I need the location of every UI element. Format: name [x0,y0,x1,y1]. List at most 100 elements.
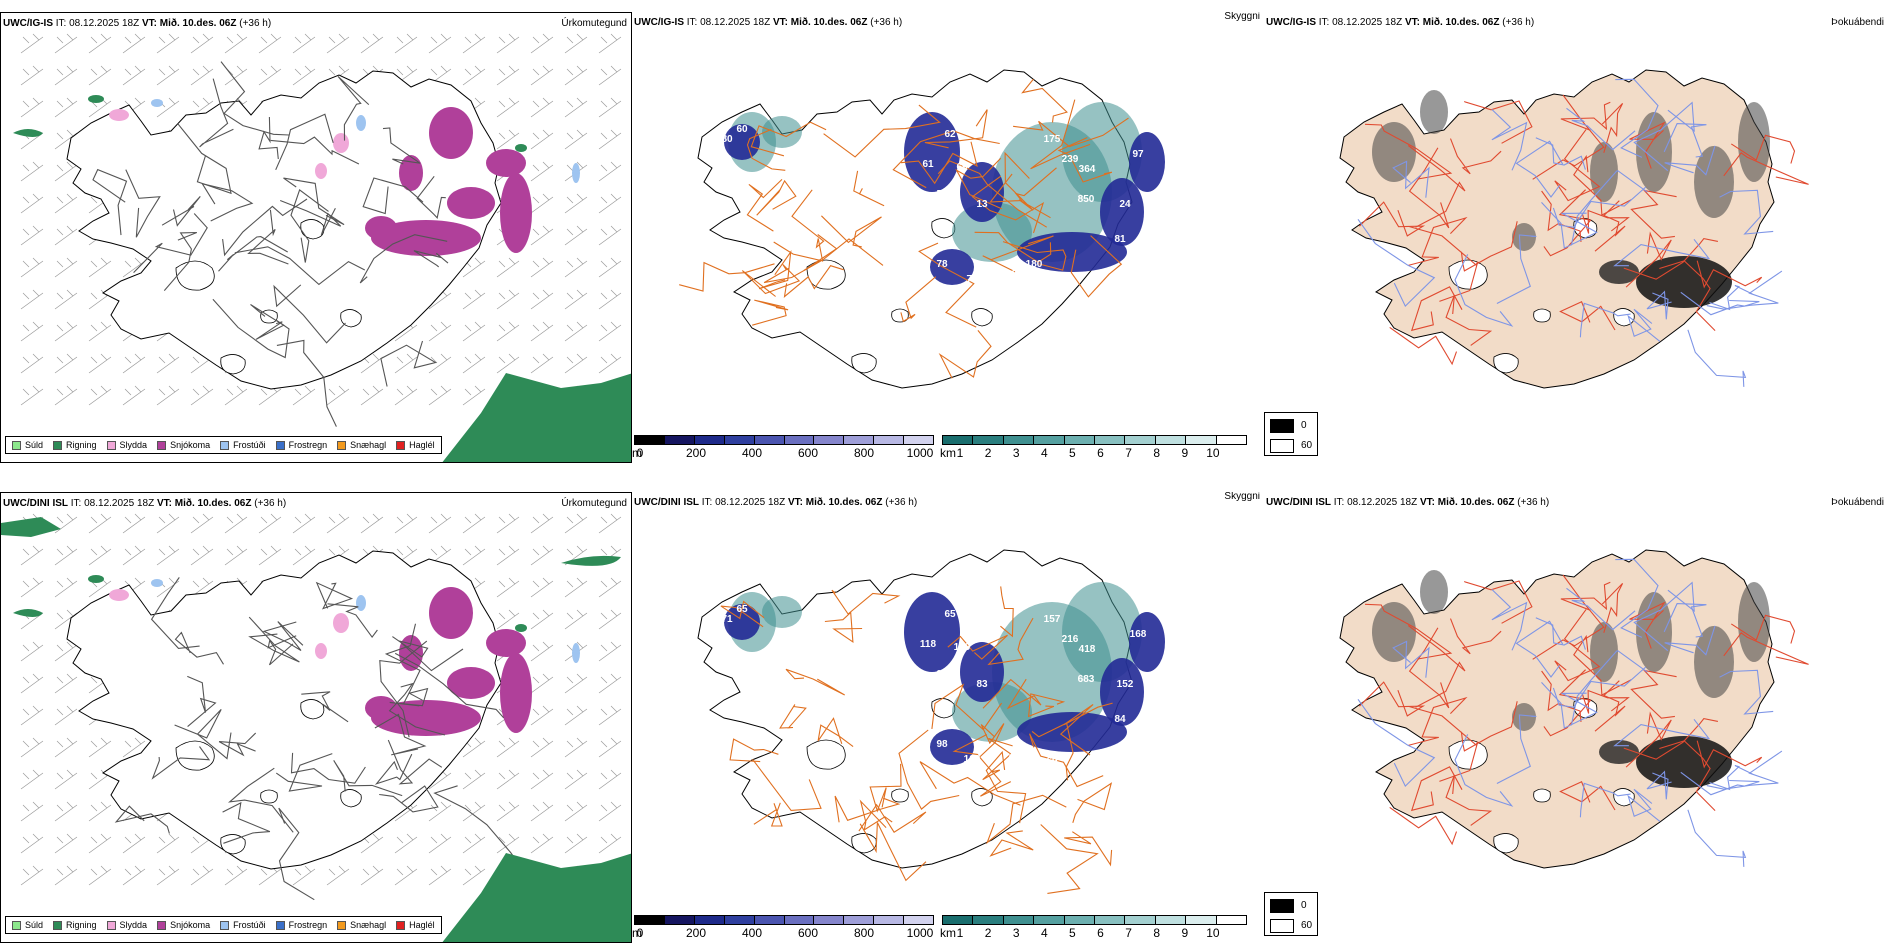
colorbar-tick-label: 9 [1181,446,1189,460]
cloud-base-label: 51 [962,124,974,135]
low-visibility-area [762,596,802,628]
colorbar-tick-label: 6 [1097,446,1104,460]
colorbar-unit: m [632,926,642,940]
low-cloud-area [930,729,974,765]
sleet-area [315,643,327,659]
precip-legend-item: Haglél [396,920,435,930]
colorbar-tick-label: 1000 [906,926,934,940]
low-cloud-area [1100,658,1144,726]
panel-title: Skyggni [1224,492,1260,502]
colorbar-tick-label: 7 [1125,446,1132,460]
it-value: 08.12.2025 18Z [1332,17,1403,28]
colorbar-tick-label: 9 [1181,926,1189,940]
model-name: UWC/DINI ISL [3,498,68,509]
colorbar-tick-label: 1 [956,926,964,940]
road-network [1359,574,1809,846]
panel-header: UWC/DINI ISL IT: 08.12.2025 18Z VT: Mið.… [3,497,627,511]
it-label: IT: [70,498,82,509]
colorbar-cells [634,435,934,445]
panel-title: Þokuábendi [1831,497,1884,508]
freezing-drizzle-area [151,579,163,587]
cloud-base-label: 250 [1009,749,1026,760]
colorbar-tick-label: 3 [1012,446,1020,460]
rain-area [88,95,104,103]
glacier-outline [1613,308,1635,327]
snow-area [371,220,481,256]
legend-label: Snjókoma [170,440,211,450]
panel-title: Þokuábendi [1831,17,1884,28]
sleet-area [315,163,327,179]
colorbar-cell [1216,436,1247,444]
snow-area [399,155,423,191]
freezing-drizzle-area [356,115,366,131]
freezing-drizzle-area [572,163,580,183]
rain-area-west [13,609,43,617]
colorbar-tick-label: 5 [1069,446,1076,460]
colorbar-cell [874,436,905,444]
legend-label: Frostúði [233,440,266,450]
cloud-base-label: 175 [1044,134,1061,145]
legend-label: Snæhagl [350,920,387,930]
colorbar-cell [1155,916,1187,924]
colorbar-cell [754,436,785,444]
colorbar-cell [1034,436,1065,444]
colorbar-unit: m [632,446,642,460]
colorbar-tick-label: 400 [741,446,763,460]
cloud-base-label: 129 [1130,749,1147,760]
legend-label: Frostregn [288,440,328,450]
glacier-outline [220,834,246,855]
rain-area-south [442,853,631,942]
precip-type-legend: Súld Rigning Slydda Snjókoma Frostúði Frostre… [5,916,442,934]
precip-legend-item: Frostregn [275,920,327,930]
cloud-base-label: 850 [1078,194,1095,205]
fog-area [1694,146,1734,218]
colorbar-unit: km [940,926,956,940]
road-network [679,78,1129,379]
cloud-base-colorbar: m 0 200 400 600 800 1000 [632,915,934,943]
colorbar-ticks: 1 2 3 4 5 6 7 8 9 10 [942,446,1247,460]
legend-label: Súld [25,920,44,930]
panel-title: Úrkomutegund [561,18,627,29]
low-cloud-area [904,112,960,192]
cloud-base-colorbar: m 0 200 400 600 800 1000 [632,435,934,463]
colorbar-cell [814,436,845,444]
cloud-base-label: 167 [1044,276,1061,287]
snow-area [371,700,481,736]
cloud-base-label: 61 [922,159,934,170]
precip-legend-item: Snæhagl [337,920,386,930]
colorbar-cell [814,916,845,924]
colorbar-cell [1125,916,1156,924]
fog-area [1590,142,1618,202]
cloud-vis-panel-2: 65 71 65 67 118 109 94 83 98 100 250 69 91 157 216 418 1… [632,492,1264,943]
fog-map-1 [1339,69,1809,389]
low-cloud-area [724,604,760,640]
vt-value: Mið. 10.des. 06Z [805,497,883,508]
glacier-outline [1493,353,1519,374]
colorbar-cell [844,436,875,444]
cloud-base-label: 216 [1062,634,1079,645]
legend-swatch [12,440,21,450]
rain-area [88,575,104,583]
colorbar-tick-label: 800 [853,446,875,460]
colorbar-tick-label: 4 [1040,446,1048,460]
panel-header: UWC/DINI ISL IT: 08.12.2025 18Z VT: Mið.… [634,492,1260,510]
colorbar-cell [664,916,695,924]
legend-label: Haglél [409,440,435,450]
snow-area [399,635,423,671]
legend-swatch [337,440,347,450]
model-name: UWC/IG-IS [1266,17,1316,28]
iceland-map [697,69,1165,389]
snow-area [486,149,526,177]
lead-time: (+36 h) [1502,17,1535,28]
glacier-outline [1613,788,1635,807]
vt-label: VT: [141,18,157,29]
snow-area [447,667,495,699]
cloud-base-label: 364 [1079,164,1096,175]
low-visibility-area [762,116,802,148]
colorbar-tick-label: 0 [636,926,644,940]
panel-title: Úrkomutegund [561,498,627,509]
colorbar-tick-label: 8 [1153,926,1161,940]
colorbar-cell [844,916,875,924]
fog-legend-label: 0 [1301,420,1307,431]
cloud-base-label: 206 [1059,306,1076,317]
